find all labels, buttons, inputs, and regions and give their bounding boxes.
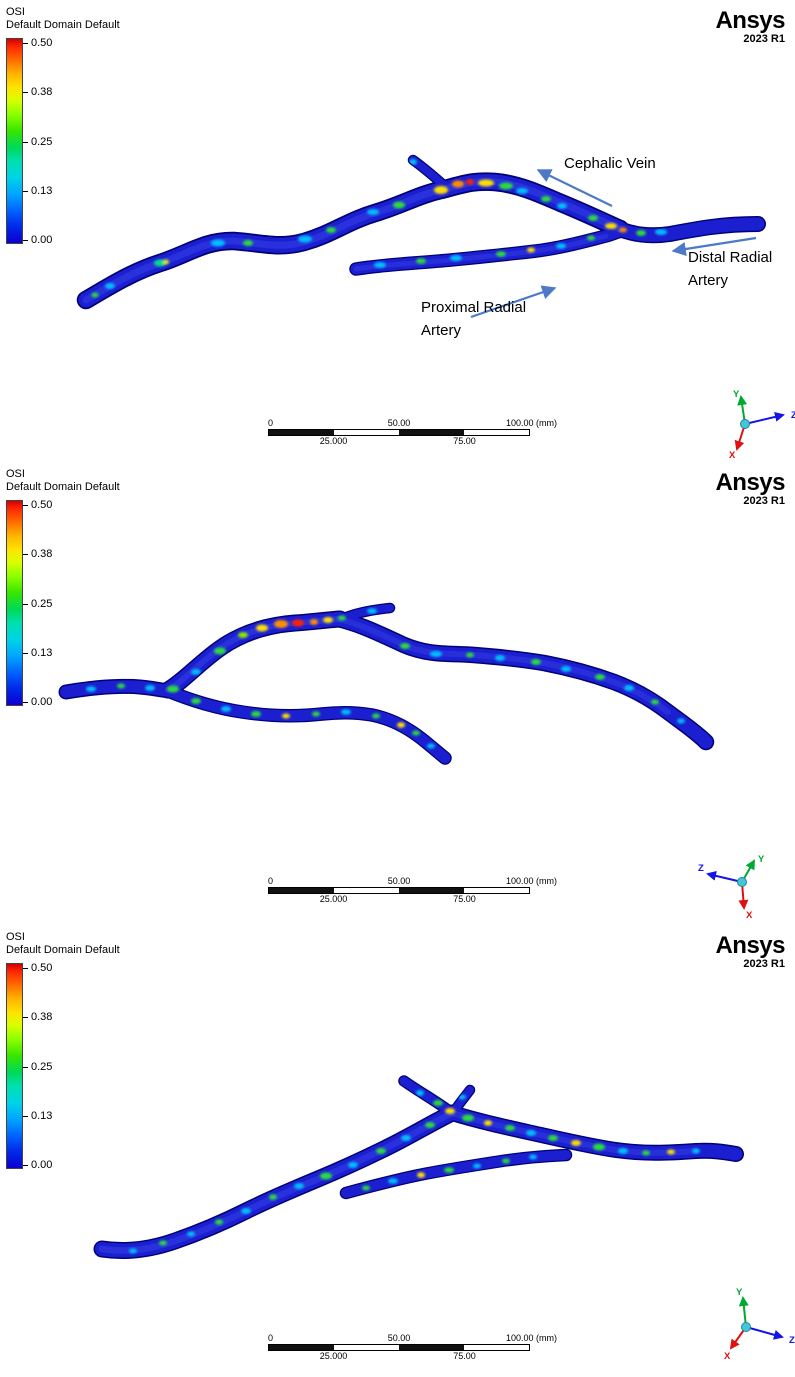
- ruler-bar: [268, 429, 530, 436]
- ansys-version: 2023 R1: [743, 495, 785, 507]
- ruler-label-25: 25.000: [319, 436, 348, 446]
- ruler-bar: [268, 1344, 530, 1351]
- ansys-version: 2023 R1: [743, 958, 785, 970]
- y-axis-label: Y: [733, 389, 740, 400]
- triad-origin-sphere: [740, 419, 750, 429]
- osi-colorbar: [6, 500, 23, 706]
- legend-tick: 0.38: [23, 1012, 52, 1023]
- legend-tick: 0.00: [23, 1160, 52, 1171]
- legend-tick: 0.50: [23, 38, 52, 49]
- osi-colorbar: [6, 38, 23, 244]
- triad-origin-sphere: [741, 1322, 751, 1332]
- distal-radial-artery-label: Distal Radial Artery: [688, 249, 773, 289]
- legend-tick: 0.50: [23, 500, 52, 511]
- ansys-wordmark: Ansys: [715, 469, 785, 496]
- x-axis-label: X: [746, 910, 753, 921]
- legend-tick: 0.00: [23, 697, 52, 708]
- legend-tick: 0.00: [23, 235, 52, 246]
- ruler-label-50: 50.00: [387, 876, 411, 886]
- osi-legend: OSI Default Domain Default 0.50 0.38 0.2…: [6, 6, 120, 246]
- legend-tick: 0.50: [23, 963, 52, 974]
- osi-legend: OSI Default Domain Default 0.50 0.38 0.2…: [6, 468, 120, 708]
- ruler-label-75: 75.00: [453, 436, 476, 446]
- legend-tick: 0.25: [23, 598, 52, 610]
- legend-tick: 0.13: [23, 1110, 52, 1122]
- x-axis-label: X: [729, 450, 736, 460]
- ruler-label-50: 50.00: [387, 418, 411, 428]
- ruler-label-100: 100.00 (mm): [506, 1333, 558, 1343]
- z-axis-label: Z: [791, 410, 795, 421]
- ruler-label-100: 100.00 (mm): [506, 876, 558, 886]
- z-axis: [745, 1326, 784, 1340]
- ansys-logo: Ansys 2023 R1: [715, 933, 785, 970]
- proximal-radial-artery-label: Proximal Radial Artery: [421, 299, 527, 339]
- scale-ruler: 0 50.00 100.00 (mm) 25.000 75.00: [268, 876, 557, 905]
- legend-tick: 0.38: [23, 87, 52, 98]
- ansys-logo: Ansys 2023 R1: [715, 8, 785, 45]
- legend-title: OSI: [6, 931, 25, 943]
- legend-ticks: 0.50 0.38 0.25 0.13 0.00: [23, 963, 52, 1171]
- ruler-label-25: 25.000: [319, 894, 348, 904]
- z-axis-label: Z: [789, 1335, 795, 1346]
- legend-tick: 0.13: [23, 647, 52, 659]
- osi-hotspots: [86, 608, 685, 749]
- z-axis-label: Z: [698, 863, 704, 874]
- ruler-label-0: 0: [268, 876, 274, 886]
- axis-triad: Z Y X: [724, 1287, 795, 1362]
- legend-ticks: 0.50 0.38 0.25 0.13 0.00: [23, 500, 52, 708]
- y-axis-label: Y: [736, 1287, 743, 1298]
- cephalic-vein-arrow: [536, 169, 613, 207]
- osi-colorbar: [6, 963, 23, 1169]
- legend-title: OSI: [6, 6, 25, 18]
- axis-triad: Z Y X: [698, 854, 765, 921]
- annotation-arrows: [470, 169, 757, 319]
- legend-subtitle: Default Domain Default: [6, 19, 120, 31]
- y-axis-label: Y: [758, 854, 765, 865]
- z-axis: [706, 870, 743, 883]
- legend-subtitle: Default Domain Default: [6, 481, 120, 493]
- vessel-body: [76, 154, 766, 310]
- x-axis-label: X: [724, 1351, 731, 1362]
- ruler-bar: [268, 887, 530, 894]
- axis-triad: Z Y X: [729, 389, 795, 460]
- legend-subtitle: Default Domain Default: [6, 944, 120, 956]
- legend-tick: 0.13: [23, 185, 52, 197]
- ansys-wordmark: Ansys: [715, 7, 785, 34]
- cephalic-vein-label: Cephalic Vein: [564, 155, 656, 172]
- ansys-wordmark: Ansys: [715, 932, 785, 959]
- osi-legend: OSI Default Domain Default 0.50 0.38 0.2…: [6, 931, 120, 1171]
- scale-ruler: 0 50.00 100.00 (mm) 25.000 75.00: [268, 418, 557, 447]
- legend-title: OSI: [6, 468, 25, 480]
- ruler-label-100: 100.00 (mm): [506, 418, 558, 428]
- legend-tick: 0.25: [23, 1061, 52, 1073]
- ruler-label-50: 50.00: [387, 1333, 411, 1343]
- vessel-body: [93, 1075, 744, 1260]
- view-panel-2: OSI Default Domain Default 0.50 0.38 0.2…: [0, 462, 795, 925]
- ruler-label-0: 0: [268, 1333, 274, 1343]
- osi-hotspots: [91, 159, 667, 298]
- ruler-label-0: 0: [268, 418, 274, 428]
- ruler-label-25: 25.000: [319, 1351, 348, 1361]
- vessel-body: [58, 602, 715, 765]
- legend-tick: 0.25: [23, 136, 52, 148]
- z-axis: [744, 411, 785, 425]
- legend-ticks: 0.50 0.38 0.25 0.13 0.00: [23, 38, 52, 246]
- view-panel-3: OSI Default Domain Default 0.50 0.38 0.2…: [0, 925, 795, 1377]
- osi-hotspots: [129, 1090, 700, 1254]
- legend-tick: 0.38: [23, 549, 52, 560]
- view-panel-1: OSI Default Domain Default 0.50 0.38 0.2…: [0, 0, 795, 462]
- ruler-label-75: 75.00: [453, 1351, 476, 1361]
- triad-origin-sphere: [737, 877, 747, 887]
- ruler-label-75: 75.00: [453, 894, 476, 904]
- ansys-logo: Ansys 2023 R1: [715, 470, 785, 507]
- scale-ruler: 0 50.00 100.00 (mm) 25.000 75.00: [268, 1333, 557, 1362]
- ansys-version: 2023 R1: [743, 33, 785, 45]
